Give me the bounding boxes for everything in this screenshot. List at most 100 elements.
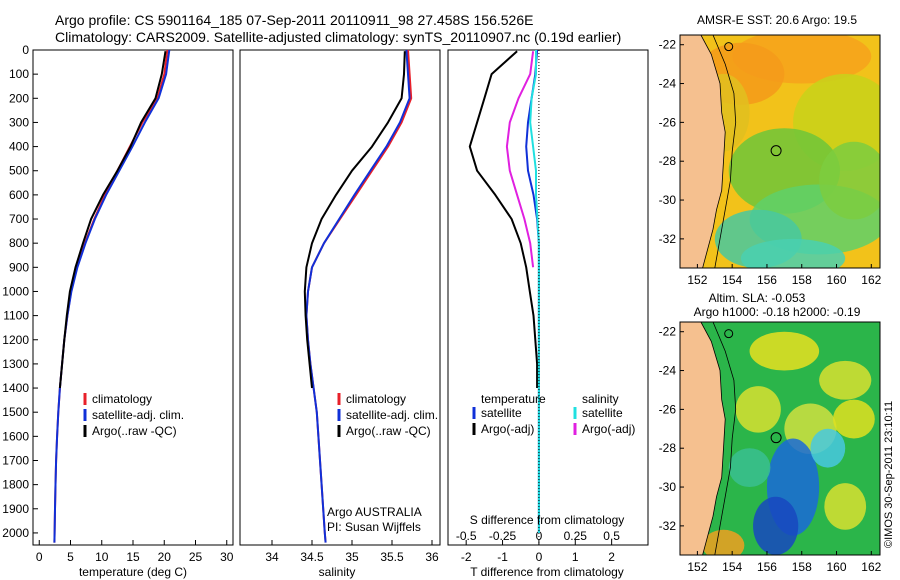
y-tick-label: 1700 xyxy=(2,453,29,467)
t-difference-axis-ticks: -2 -1 0 1 2 xyxy=(461,540,615,564)
lon-tick-label: 154 xyxy=(722,560,742,574)
y-tick-label: 900 xyxy=(9,260,29,274)
argo-pi-note: PI: Susan Wijffels xyxy=(327,520,421,534)
field-blob xyxy=(728,448,771,488)
field-blob xyxy=(810,428,846,468)
sla-map-lat-ticks: -22 -24 -26 -28 -30 -32 xyxy=(659,325,684,533)
lat-tick-label: -28 xyxy=(659,441,677,455)
field-blob xyxy=(740,238,846,268)
legend-header-temperature: temperature xyxy=(481,392,546,406)
field-blob xyxy=(819,360,872,400)
x2-tick-label: 0.5 xyxy=(603,529,620,543)
imos-credit: ©IMOS 30-Sep-2011 23:10:11 xyxy=(883,401,895,548)
sla-map-panel: Altim. SLA: -0.053 Argo h1000: -0.18 h20… xyxy=(659,291,882,574)
field-blob xyxy=(753,496,799,555)
map-frame xyxy=(679,321,881,556)
x-tick-label: 35.5 xyxy=(380,550,404,564)
legend-header-salinity: salinity xyxy=(582,392,619,406)
argo-float-marker xyxy=(770,432,782,444)
series-line-argo-raw-qc- xyxy=(303,51,406,389)
x-tick-label: 10 xyxy=(95,550,109,564)
legend-label-climatology: climatology xyxy=(92,392,152,406)
salinity-series xyxy=(303,49,413,543)
legend-label-argo: Argo(..raw -QC) xyxy=(346,424,431,438)
lon-tick-label: 154 xyxy=(722,273,742,287)
y-tick-label: 1400 xyxy=(2,381,29,395)
x-tick-label: 15 xyxy=(126,550,140,564)
y-tick-label: 1800 xyxy=(2,478,29,492)
x-tick-label: 1 xyxy=(572,550,579,564)
lat-tick-label: -24 xyxy=(659,364,677,378)
series-line-s-argo-adj- xyxy=(505,51,535,268)
x2-tick-label: -0.5 xyxy=(456,529,477,543)
field-blob xyxy=(833,399,875,439)
y-tick-label: 800 xyxy=(9,236,29,250)
x-tick-label: 36 xyxy=(425,550,439,564)
legend-label-satellite: satellite-adj. clim. xyxy=(346,408,438,422)
x-tick-label: 34.5 xyxy=(300,550,324,564)
lat-tick-label: -30 xyxy=(659,193,677,207)
temperature-panel: 0100200300400500600700800900100011001200… xyxy=(2,43,233,579)
temperature-series xyxy=(53,49,171,543)
x-tick-label: 25 xyxy=(189,550,203,564)
lon-tick-label: 156 xyxy=(757,273,777,287)
y-tick-label: 1600 xyxy=(2,429,29,443)
lon-tick-label: 158 xyxy=(792,560,812,574)
x-tick-label: -2 xyxy=(461,550,472,564)
lat-tick-label: -28 xyxy=(659,154,677,168)
series-line-satellite-adj-clim- xyxy=(53,49,171,543)
difference-legend: temperature salinity satellite Argo(-adj… xyxy=(472,392,635,436)
legend-label-t-satellite: satellite xyxy=(481,406,522,420)
lat-tick-label: -26 xyxy=(659,115,677,129)
x-tick-label: 0 xyxy=(536,550,543,564)
lon-tick-label: 162 xyxy=(861,560,881,574)
x-tick-label: 0 xyxy=(36,550,43,564)
y-tick-label: 2000 xyxy=(2,526,29,540)
argo-agency-note: Argo AUSTRALIA xyxy=(327,505,422,519)
y-tick-label: 1200 xyxy=(2,333,29,347)
land-mass xyxy=(680,322,726,555)
argo-float-marker xyxy=(770,145,782,157)
legend-label-s-argo: Argo(-adj) xyxy=(582,422,635,436)
legend-label-climatology: climatology xyxy=(346,392,406,406)
figure-title-line2: Climatology: CARS2009. Satellite-adjuste… xyxy=(55,29,621,45)
shelf-contour xyxy=(712,322,737,555)
x-tick-label: 34 xyxy=(265,550,279,564)
sst-map-lat-ticks: -22 -24 -26 -28 -30 -32 xyxy=(659,38,684,246)
depth-axis-ticks: 0 100 200 300 400 500 600 700 800 900 1000 1100 1200… xyxy=(2,43,38,540)
series-line-argo-raw-qc- xyxy=(58,51,167,389)
x-tick-label: 30 xyxy=(220,550,234,564)
difference-panel: -2 -1 0 1 2 -0.5 -0.25 0 0.25 0.5 T difference f… xyxy=(447,49,649,579)
y-tick-label: 600 xyxy=(9,188,29,202)
y-tick-label: 500 xyxy=(9,164,29,178)
field-blob xyxy=(824,483,867,530)
series-line-t-argo-adj- xyxy=(468,50,539,388)
sst-map-lon-ticks: 152 154 156 158 160 162 xyxy=(687,264,882,287)
small-island-marker xyxy=(724,42,734,52)
salinity-plot-frame xyxy=(239,49,441,546)
lat-tick-label: -32 xyxy=(659,519,677,533)
difference-plot-frame xyxy=(447,49,649,546)
legend-label-t-argo: Argo(-adj) xyxy=(481,422,534,436)
field-blob xyxy=(702,529,745,555)
salinity-legend: climatology satellite-adj. clim. Argo(..… xyxy=(337,392,438,438)
y-tick-label: 100 xyxy=(9,67,29,81)
sst-map-image xyxy=(679,34,881,269)
y-tick-label: 700 xyxy=(9,212,29,226)
y-tick-label: 400 xyxy=(9,140,29,154)
temperature-xlabel: temperature (deg C) xyxy=(79,565,187,579)
x-tick-label: 35 xyxy=(345,550,359,564)
y-tick-label: 1000 xyxy=(2,284,29,298)
temperature-axis-ticks: 0 5 10 15 20 25 30 xyxy=(36,540,234,564)
series-line-satellite-adj-clim- xyxy=(305,49,411,543)
temperature-legend: climatology satellite-adj. clim. Argo(..… xyxy=(83,392,184,438)
x2-tick-label: 0.25 xyxy=(564,529,588,543)
lon-tick-label: 160 xyxy=(827,273,847,287)
lat-tick-label: -26 xyxy=(659,402,677,416)
figure-title-line1: Argo profile: CS 5901164_185 07-Sep-2011… xyxy=(55,12,533,28)
x-tick-label: -1 xyxy=(497,550,508,564)
lat-tick-label: -24 xyxy=(659,77,677,91)
lat-tick-label: -32 xyxy=(659,232,677,246)
lat-tick-label: -30 xyxy=(659,480,677,494)
